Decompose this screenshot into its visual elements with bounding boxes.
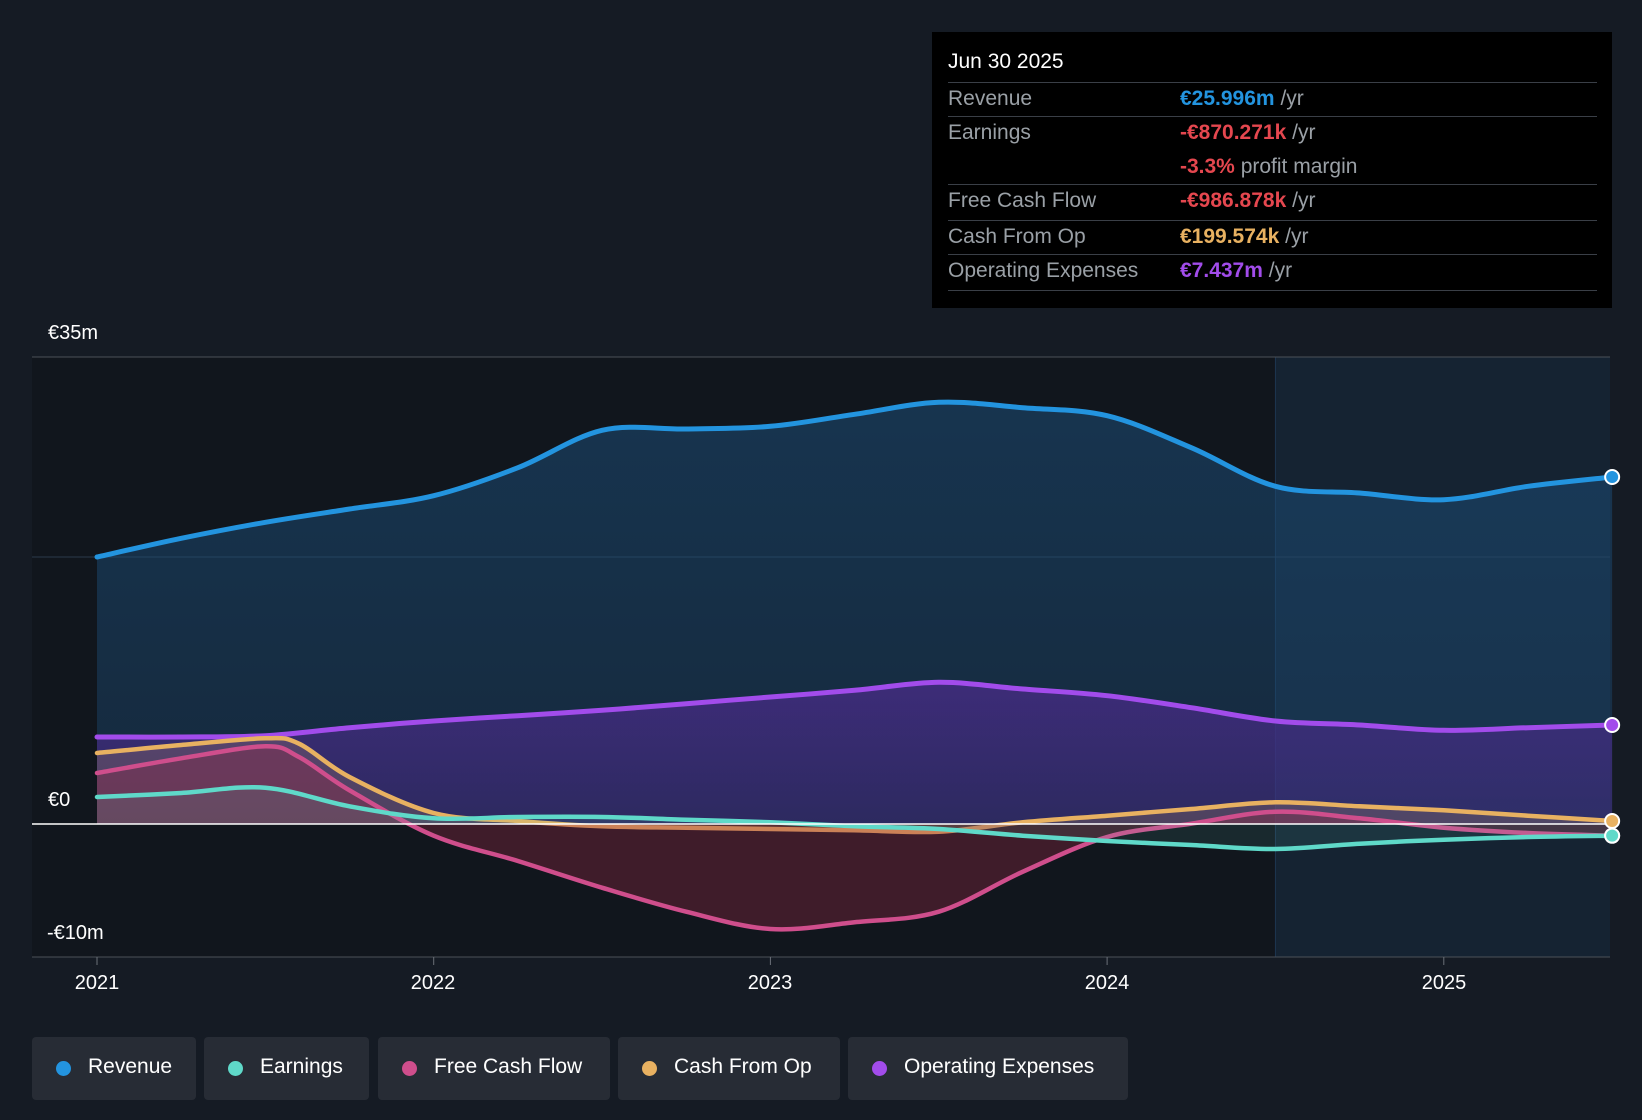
x-tick-label-2024: 2024 — [1084, 972, 1130, 994]
legend-label: Revenue — [88, 1055, 173, 1078]
tooltip-label: Cash From Op — [948, 225, 1086, 248]
cash-from-op-line — [94, 735, 1615, 835]
legend-label: Cash From Op — [674, 1055, 812, 1078]
x-tick-label-2022: 2022 — [410, 972, 456, 994]
cash-from-op-dot-icon — [642, 1061, 657, 1076]
tooltip-row-earnings: Earnings -€870.271k /yr -3.3% profit mar… — [948, 116, 1597, 185]
x-tick-label-2025: 2025 — [1421, 972, 1467, 994]
tooltip-divider — [948, 290, 1597, 291]
earnings-end-marker[interactable] — [1604, 827, 1621, 844]
earnings-area — [97, 787, 1613, 850]
earnings-dot-icon — [228, 1061, 243, 1076]
tooltip-value: €199.574k /yr — [1180, 225, 1309, 248]
tooltip-value: €7.437m /yr — [1180, 259, 1293, 282]
legend-label: Earnings — [260, 1055, 343, 1078]
tooltip-value: -€870.271k /yr — [1180, 121, 1316, 144]
legend-label: Operating Expenses — [904, 1055, 1095, 1078]
x-tick-label-2021: 2021 — [74, 972, 120, 994]
revenue-end-marker[interactable] — [1604, 469, 1621, 485]
tooltip-row-fcf: Free Cash Flow -€986.878k /yr — [948, 184, 1597, 219]
tooltip-profit-margin: -3.3% profit margin — [1180, 155, 1358, 178]
legend-earnings[interactable]: Earnings — [204, 1037, 369, 1100]
legend-operating-expenses[interactable]: Operating Expenses — [848, 1037, 1128, 1100]
operating-expenses-area — [97, 682, 1613, 824]
tooltip-row-opex: Operating Expenses €7.437m /yr — [948, 254, 1597, 289]
operating-expenses-dot-icon — [872, 1061, 887, 1076]
y-tick-label-zero: €0 — [48, 789, 71, 811]
legend-revenue[interactable]: Revenue — [32, 1037, 196, 1100]
revenue-line — [94, 399, 1615, 560]
tooltip-row-revenue: Revenue €25.996m /yr — [948, 82, 1597, 117]
free-cash-flow-dot-icon — [402, 1061, 417, 1076]
cash-from-op-area — [97, 738, 1613, 833]
free-cash-flow-line — [94, 744, 1615, 932]
tooltip-date: Jun 30 2025 — [948, 50, 1064, 73]
legend-cash-from-op[interactable]: Cash From Op — [618, 1037, 840, 1100]
tooltip-label: Earnings — [948, 121, 1031, 144]
x-tick-label-2023: 2023 — [747, 972, 793, 994]
revenue-dot-icon — [56, 1061, 71, 1076]
tooltip-value: -€986.878k /yr — [1180, 189, 1316, 212]
y-tick-label-bottom: -€10m — [47, 922, 104, 944]
tooltip-label: Free Cash Flow — [948, 189, 1097, 212]
y-tick-label-top: €35m — [48, 322, 99, 344]
tooltip-label: Operating Expenses — [948, 259, 1139, 282]
tooltip-row-cfo: Cash From Op €199.574k /yr — [948, 220, 1597, 255]
free-cash-flow-area — [97, 746, 1613, 930]
tooltip: Jun 30 2025 Revenue €25.996m /yr Earning… — [932, 32, 1612, 308]
cash-from-op-end-marker[interactable] — [1604, 813, 1621, 829]
earnings-line — [94, 784, 1615, 852]
legend-free-cash-flow[interactable]: Free Cash Flow — [378, 1037, 610, 1100]
operating-expenses-end-marker[interactable] — [1604, 717, 1621, 733]
operating-expenses-line — [94, 679, 1615, 740]
tooltip-label: Revenue — [948, 87, 1033, 110]
legend-label: Free Cash Flow — [434, 1055, 583, 1078]
tooltip-value: €25.996m /yr — [1180, 87, 1304, 110]
